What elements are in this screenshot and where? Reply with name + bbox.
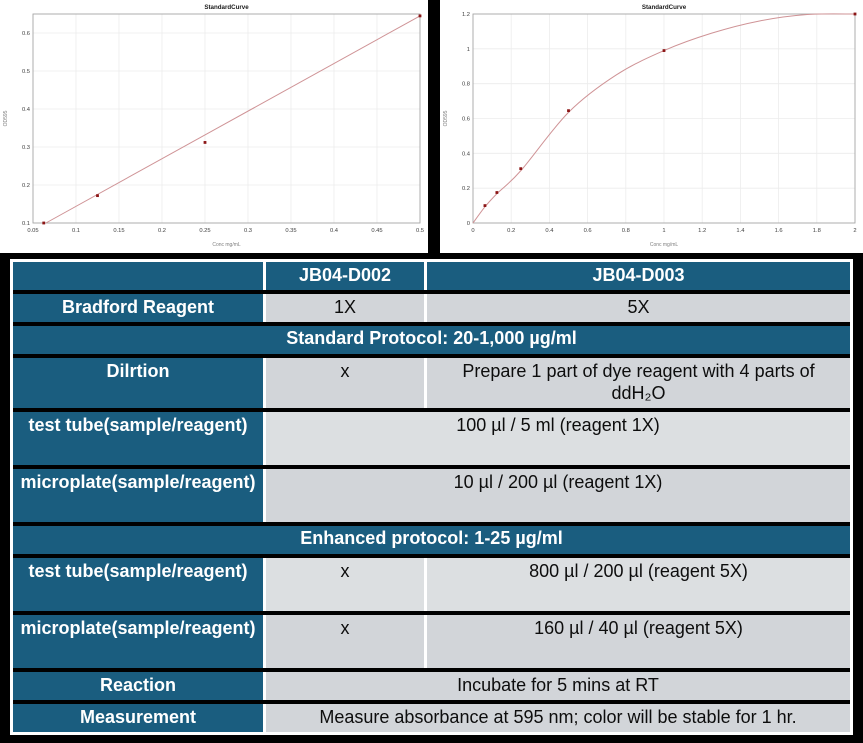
value-cell-d003: 5X <box>427 294 850 322</box>
svg-text:1.2: 1.2 <box>462 12 470 18</box>
column-header-jb04-d003: JB04-D003 <box>427 262 850 290</box>
data-point <box>42 221 46 225</box>
svg-text:0.6: 0.6 <box>584 228 592 234</box>
svg-text:0: 0 <box>471 228 474 234</box>
data-point <box>96 194 99 198</box>
svg-text:0.8: 0.8 <box>462 82 470 88</box>
chart-divider <box>428 0 440 253</box>
column-header-blank <box>13 262 263 290</box>
table-row: Dilrtion x Prepare 1 part of dye reagent w… <box>13 358 850 408</box>
svg-text:0.4: 0.4 <box>330 228 339 234</box>
svg-text:0.2: 0.2 <box>462 186 470 192</box>
svg-text:0.5: 0.5 <box>22 69 30 75</box>
svg-text:0.45: 0.45 <box>371 228 382 234</box>
row-label-cell: microplate(sample/reagent) <box>13 468 263 522</box>
row-label-cell: microplate(sample/reagent) <box>13 614 263 668</box>
data-point <box>662 49 666 52</box>
row-label-cell: test tube(sample/reagent) <box>13 411 263 465</box>
standard-curve-chart-1x: 0.05 0.1 0.15 0.2 0.25 0.3 0.35 0.4 0.45 0.5 0.1 0.… <box>0 0 428 253</box>
row-label-cell: Measurement <box>13 703 263 732</box>
svg-text:0.2: 0.2 <box>22 183 30 189</box>
chart-title: StandardCurve <box>642 4 687 11</box>
data-point <box>483 204 487 207</box>
svg-text:0.3: 0.3 <box>22 145 30 151</box>
svg-text:0.05: 0.05 <box>27 228 38 234</box>
value-cell-d002: x <box>266 557 424 611</box>
row-label-cell: test tube(sample/reagent) <box>13 557 263 611</box>
svg-text:2: 2 <box>853 228 856 234</box>
svg-text:1.6: 1.6 <box>775 228 783 234</box>
table-row: Measurement Measure absorbance at 595 nm;… <box>13 703 850 732</box>
svg-text:1.4: 1.4 <box>736 228 745 234</box>
row-label-cell: Dilrtion <box>13 358 263 408</box>
svg-text:0: 0 <box>467 221 470 227</box>
svg-text:0.8: 0.8 <box>622 228 630 234</box>
value-cell-merged: Measure absorbance at 595 nm; color will… <box>266 703 850 732</box>
svg-text:0.2: 0.2 <box>158 228 166 234</box>
table-row: microplate(sample/reagent) x 160 µl / 40 µ… <box>13 614 850 668</box>
fit-line <box>472 13 856 224</box>
y-axis-label: OD595 <box>3 110 9 126</box>
y-axis-label: OD595 <box>443 110 449 126</box>
data-point <box>853 12 857 16</box>
table-row: Reaction Incubate for 5 mins at RT <box>13 671 850 700</box>
svg-text:0.35: 0.35 <box>285 228 296 234</box>
standard-curve-chart-5x: 0 0.2 0.4 0.6 0.8 1 1.2 1.4 1.6 1.8 2 0 0.2 0.4 0.6 0.8… <box>440 0 863 253</box>
data-point <box>567 109 570 113</box>
svg-text:0.5: 0.5 <box>416 228 424 234</box>
data-point <box>519 167 523 171</box>
svg-text:0.3: 0.3 <box>244 228 252 234</box>
svg-text:0.4: 0.4 <box>545 228 554 234</box>
table-row: test tube(sample/reagent) x 800 µl / 200 µ… <box>13 557 850 611</box>
svg-text:1.2: 1.2 <box>698 228 706 234</box>
svg-text:0.6: 0.6 <box>462 117 470 123</box>
standard-curve-plot-1x: 0.05 0.1 0.15 0.2 0.25 0.3 0.35 0.4 0.45 0.50.10.… <box>0 0 428 253</box>
row-label-cell: Reaction <box>13 671 263 700</box>
value-cell-d002: x <box>266 614 424 668</box>
svg-text:0.6: 0.6 <box>22 31 30 37</box>
svg-text:0.25: 0.25 <box>199 228 210 234</box>
svg-text:1: 1 <box>467 47 470 53</box>
table-row: test tube(sample/reagent) 100 µl / 5 ml (… <box>13 411 850 465</box>
data-point <box>418 14 422 18</box>
value-cell-d003: Prepare 1 part of dye reagent with 4 par… <box>427 358 850 408</box>
chart-title: StandardCurve <box>204 4 249 11</box>
column-header-jb04-d002: JB04-D002 <box>266 262 424 290</box>
x-axis-label: Conc mg/mL <box>650 242 679 248</box>
svg-text:1: 1 <box>662 228 665 234</box>
value-cell-d003: 160 µl / 40 µl (reagent 5X) <box>427 614 850 668</box>
data-point <box>203 141 207 144</box>
svg-text:0.15: 0.15 <box>113 228 124 234</box>
standard-curves-row: 0.05 0.1 0.15 0.2 0.25 0.3 0.35 0.4 0.45 0.5 0.1 0.… <box>0 0 863 253</box>
table-header-row: JB04-D002 JB04-D003 <box>13 262 850 290</box>
svg-text:0.1: 0.1 <box>22 221 30 227</box>
table-row: Standard Protocol: 20-1,000 µg/ml <box>13 326 850 354</box>
table-row: Bradford Reagent 1X 5X <box>13 294 850 322</box>
row-label-cell: Bradford Reagent <box>13 294 263 322</box>
protocol-table-area: JB04-D002 JB04-D003 Bradford Reagent 1X 5X St… <box>0 253 863 743</box>
table-row: Enhanced protocol: 1-25 µg/ml <box>13 525 850 554</box>
svg-text:0.2: 0.2 <box>507 228 515 234</box>
x-axis-label: Conc mg/mL <box>212 242 241 248</box>
standard-curve-plot-5x: 0 0.2 0.4 0.6 0.8 1 1.2 1.4 1.6 1.8 2 0 0.2 0.4 0.6 0.8… <box>440 0 863 253</box>
protocol-table: JB04-D002 JB04-D003 Bradford Reagent 1X 5X St… <box>10 259 853 735</box>
section-header-cell: Standard Protocol: 20-1,000 µg/ml <box>13 326 850 354</box>
value-cell-d002: x <box>266 358 424 408</box>
value-cell-merged: 100 µl / 5 ml (reagent 1X) <box>266 411 850 465</box>
svg-text:0.4: 0.4 <box>462 151 471 157</box>
table-row: microplate(sample/reagent) 10 µl / 200 µl… <box>13 468 850 522</box>
svg-text:0.1: 0.1 <box>72 228 80 234</box>
svg-text:1.8: 1.8 <box>813 228 821 234</box>
value-cell-d002: 1X <box>266 294 424 322</box>
data-point <box>495 191 499 194</box>
section-header-cell: Enhanced protocol: 1-25 µg/ml <box>13 525 850 554</box>
fit-line <box>45 15 421 224</box>
svg-text:0.4: 0.4 <box>22 107 31 113</box>
value-cell-merged: 10 µl / 200 µl (reagent 1X) <box>266 468 850 522</box>
value-cell-merged: Incubate for 5 mins at RT <box>266 671 850 700</box>
value-cell-d003: 800 µl / 200 µl (reagent 5X) <box>427 557 850 611</box>
